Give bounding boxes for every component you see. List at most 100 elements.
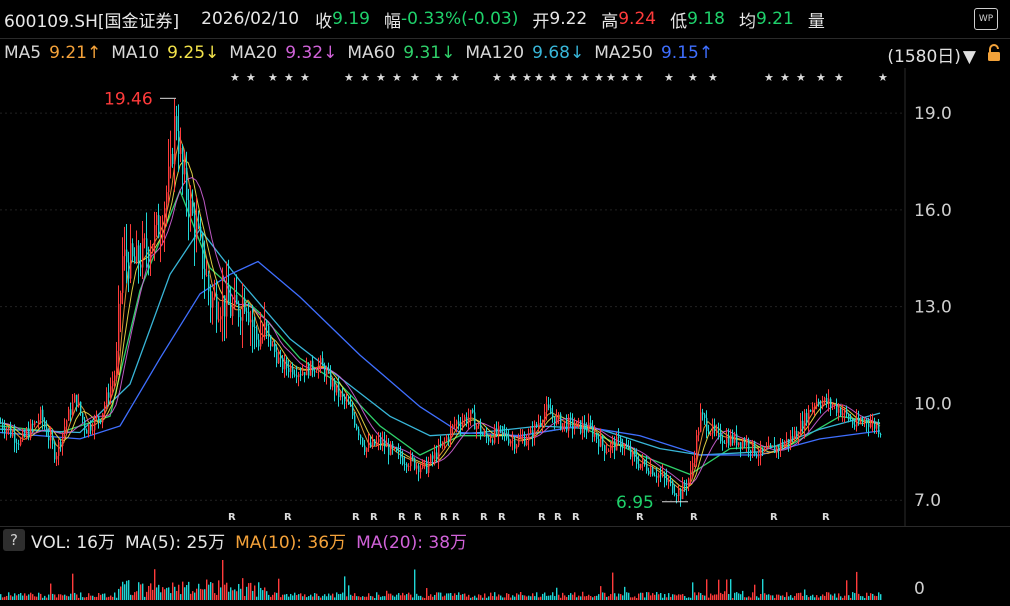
candle-body <box>34 421 36 426</box>
volume-bar <box>456 594 458 600</box>
volume-bar <box>676 595 678 600</box>
volume-bar <box>376 592 378 600</box>
candle-body <box>108 392 110 398</box>
candle-body <box>668 480 670 483</box>
volume-bar <box>662 597 664 600</box>
candle-body <box>858 418 860 423</box>
candle-body <box>436 452 438 460</box>
volume-bar <box>482 597 484 600</box>
volume-bar <box>110 595 112 600</box>
volume-bar <box>240 588 242 600</box>
candle-body <box>264 322 266 335</box>
candle-body <box>240 317 242 321</box>
volume-bar <box>118 588 120 600</box>
candle-body <box>54 443 56 460</box>
volume-bar <box>152 589 154 600</box>
volume-bar <box>848 595 850 600</box>
volume-bar <box>500 595 502 600</box>
candle-body <box>154 225 156 245</box>
candle-body <box>568 417 570 431</box>
volume-bar <box>76 594 78 600</box>
volume-bar <box>664 594 666 600</box>
volume-bar <box>566 596 568 600</box>
volume-bar <box>284 594 286 600</box>
candle-body <box>250 319 252 323</box>
star-mark: ★ <box>392 71 402 84</box>
low-label: 低 <box>670 11 688 32</box>
candle-body <box>18 443 20 445</box>
volume-bar <box>720 592 722 600</box>
candle-body <box>36 421 38 423</box>
candle-body <box>182 148 184 175</box>
candle-body <box>730 435 732 446</box>
volume-bar <box>226 582 228 600</box>
candle-body <box>830 398 832 407</box>
candle-body <box>626 445 628 448</box>
candle-body <box>760 447 762 457</box>
volume-bar <box>716 594 718 600</box>
volume-bar <box>386 590 388 600</box>
volume-bar <box>308 596 310 600</box>
volume-bar <box>726 579 728 600</box>
candle-body <box>136 245 138 264</box>
candle-body <box>246 311 248 313</box>
volume-bar <box>460 594 462 600</box>
candle-body <box>444 440 446 442</box>
candle-body <box>84 419 86 430</box>
volume-bar <box>416 593 418 600</box>
volume-bar <box>26 595 28 600</box>
candle-body <box>614 441 616 451</box>
volume-bar <box>862 596 864 600</box>
volume-bar <box>534 596 536 600</box>
candle-body <box>58 441 60 456</box>
candle-body <box>388 444 390 455</box>
candle-body <box>536 424 538 426</box>
wp-icon[interactable]: WP <box>974 8 998 30</box>
volume-bar <box>126 580 128 600</box>
candle-body <box>206 275 208 277</box>
volume-bar <box>584 596 586 600</box>
volume-bar <box>12 596 14 600</box>
volume-bar <box>452 595 454 600</box>
volume-bar <box>216 594 218 600</box>
candle-body <box>258 339 260 347</box>
help-icon[interactable]: ? <box>3 529 25 551</box>
price-chart[interactable]: ★ ★ ★ ★ ★ ★ ★ ★ ★ ★ ★ ★ ★ ★ ★ ★ ★ ★ ★ ★ ★ ★ ★ ★ ★ ★ ★ ★ ★ ★ ★ ★R R R R R R R R… <box>0 68 1010 526</box>
candle-body <box>402 457 404 464</box>
candle-body <box>750 450 752 453</box>
candle-body <box>432 455 434 459</box>
lock-icon[interactable] <box>986 44 1002 62</box>
r-mark: R <box>538 512 546 523</box>
candle-body <box>82 413 84 420</box>
volume-bar <box>2 597 4 600</box>
candle-body <box>806 412 808 423</box>
volume-bar <box>856 571 858 600</box>
volume-chart[interactable]: 0 <box>0 554 1010 606</box>
volume-bar <box>524 595 526 600</box>
volume-bar <box>468 594 470 600</box>
candle-body <box>770 444 772 446</box>
volume-bar <box>128 580 130 600</box>
candle-body <box>540 423 542 425</box>
candle-body <box>344 396 346 402</box>
candle-body <box>234 294 236 306</box>
vol-value: VOL: 16万 <box>31 532 115 553</box>
volume-bar <box>504 597 506 600</box>
volume-bar <box>210 582 212 600</box>
volume-bar <box>266 591 268 600</box>
candle-body <box>586 430 588 432</box>
period-selector[interactable]: (1580日) ▼ <box>887 42 976 67</box>
candle-body <box>420 467 422 473</box>
candle-body <box>372 439 374 447</box>
volume-bar <box>262 590 264 600</box>
volume-bar <box>624 586 626 600</box>
candle-body <box>300 374 302 376</box>
volume-bar <box>326 596 328 600</box>
star-mark: ★ <box>764 71 774 84</box>
symbol-label[interactable]: 600109.SH[国金证券] <box>4 11 180 32</box>
candle-body <box>820 404 822 408</box>
candle-body <box>562 423 564 430</box>
ma-line-ma60 <box>0 188 881 476</box>
volume-bar <box>138 582 140 600</box>
volume-bar <box>606 596 608 600</box>
